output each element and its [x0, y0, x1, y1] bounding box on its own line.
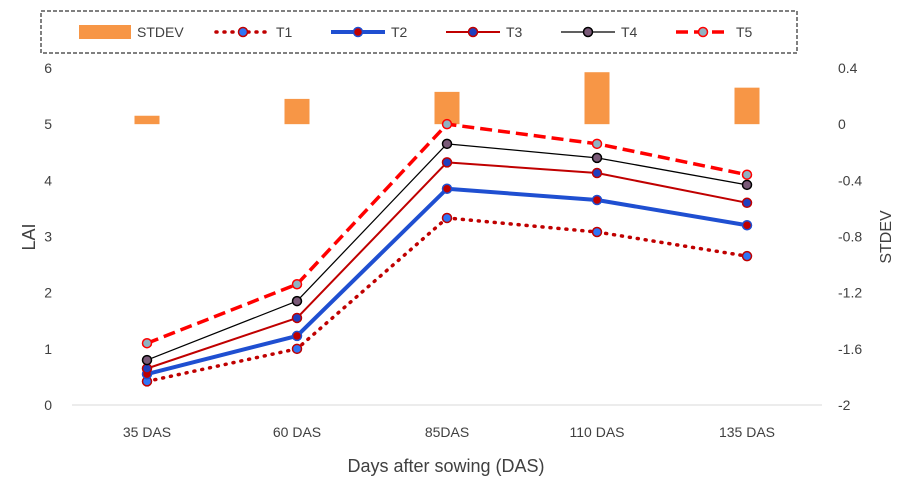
data-point-t1: [591, 226, 603, 238]
left-axis: 0 1 2 3 4 5 6: [44, 60, 52, 413]
y-axis-title: LAI: [19, 223, 39, 250]
legend-label-t5: T5: [736, 24, 753, 40]
data-point-t3: [291, 312, 303, 324]
stdev-bar: [584, 72, 610, 125]
legend-marker-t5: [697, 26, 709, 38]
legend-label-stdev: STDEV: [137, 24, 184, 40]
data-point-t5: [141, 337, 153, 349]
data-point-t3: [141, 363, 153, 374]
legend-marker-t3: [467, 26, 479, 38]
y-tick-label: 4: [44, 172, 52, 188]
series-line-t4: [146, 143, 748, 361]
x-tick-label: 35 DAS: [123, 424, 171, 440]
y2-tick-label: -0.8: [838, 229, 862, 245]
y-tick-label: 0: [44, 397, 52, 413]
plot-area: [134, 72, 760, 387]
data-point-t4: [441, 138, 453, 150]
y-tick-label: 1: [44, 341, 52, 357]
data-point-t1: [291, 343, 303, 355]
data-point-t5: [741, 169, 753, 180]
data-point-t4: [591, 152, 603, 164]
data-point-t2: [741, 220, 753, 231]
stdev-bar: [284, 98, 310, 125]
stdev-bar: [434, 91, 460, 125]
data-point-t2: [291, 330, 303, 342]
stdev-bar: [734, 87, 760, 125]
x-tick-label: 60 DAS: [273, 424, 321, 440]
y-tick-label: 6: [44, 60, 52, 76]
x-tick-label: 135 DAS: [719, 424, 775, 440]
data-point-t4: [741, 179, 753, 191]
data-point-t5: [591, 138, 603, 150]
y-tick-label: 5: [44, 116, 52, 132]
y-tick-label: 2: [44, 285, 52, 301]
legend-label-t2: T2: [391, 24, 408, 40]
legend-box: STDEV T1 T2 T3 T4 T5: [40, 10, 798, 54]
x-tick-label: 110 DAS: [570, 424, 625, 440]
data-point-t4: [291, 295, 303, 307]
legend-marker-t4: [582, 26, 594, 38]
right-axis: -2 -1.6 -1.2 -0.8 -0.4 0 0.4: [838, 60, 862, 413]
legend-border: [40, 10, 798, 54]
data-point-t1: [741, 250, 753, 262]
data-point-t4: [141, 354, 153, 366]
legend-marker-t2: [352, 26, 364, 38]
x-axis: 35 DAS 60 DAS 85DAS 110 DAS 135 DAS: [72, 404, 822, 440]
data-point-t1: [441, 212, 453, 224]
data-point-t5: [291, 278, 303, 290]
stdev-bar: [134, 115, 160, 125]
series-line-t1: [145, 216, 749, 384]
data-point-t2: [441, 183, 453, 195]
x-tick-label: 85DAS: [425, 424, 469, 440]
y2-tick-label: 0.4: [838, 60, 858, 76]
y2-tick-label: -1.2: [838, 285, 862, 301]
legend-swatch-stdev: [79, 25, 131, 39]
y2-tick-label: -2: [838, 397, 851, 413]
data-point-t5: [441, 118, 453, 130]
legend-label-t3: T3: [506, 24, 523, 40]
legend-label-t4: T4: [621, 24, 638, 40]
data-point-t3: [441, 157, 453, 168]
x-axis-title: Days after sowing (DAS): [347, 456, 544, 476]
legend-marker-t1: [237, 26, 249, 38]
y2-axis-title: STDEV: [878, 210, 895, 264]
series-line-t5: [146, 122, 748, 345]
y2-tick-label: -0.4: [838, 172, 862, 188]
legend-label-t1: T1: [276, 24, 293, 40]
data-point-t3: [741, 197, 753, 209]
data-point-t2: [591, 194, 603, 206]
y2-tick-label: 0: [838, 116, 846, 132]
y-tick-label: 3: [44, 229, 52, 245]
data-point-t3: [591, 167, 603, 179]
y2-tick-label: -1.6: [838, 341, 862, 357]
